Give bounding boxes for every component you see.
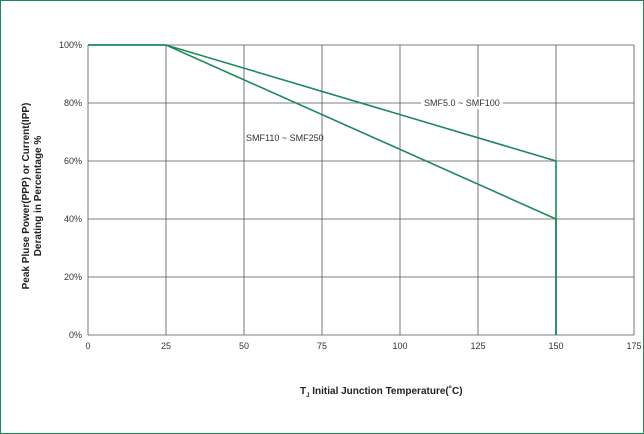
y-axis-title-line1: Peak Pluse Power(PPP) or Current(IPP)	[21, 103, 32, 290]
x-tick-label: 125	[470, 341, 485, 351]
series-lines	[88, 44, 557, 335]
y-tick-label: 0%	[69, 330, 82, 340]
x-axis-title: TJ Initial Junction Temperature(˚C)	[300, 385, 463, 399]
series-label-smf110-smf250: SMF110 ~ SMF250	[246, 133, 324, 143]
x-tick-label: 50	[239, 341, 249, 351]
x-tick-label: 100	[392, 341, 407, 351]
y-tick-label: 100%	[59, 40, 82, 50]
y-tick-labels: 0% 20% 40% 60% 80% 100%	[59, 40, 82, 340]
x-tick-label: 25	[161, 341, 171, 351]
x-tick-label: 175	[626, 341, 641, 351]
series-label-background	[421, 97, 503, 109]
y-tick-label: 80%	[64, 98, 82, 108]
y-axis-title-line2: Derating in Percentage %	[33, 136, 44, 257]
series-line-2	[88, 44, 557, 335]
y-axis-title: Peak Pluse Power(PPP) or Current(IPP) De…	[21, 103, 44, 290]
x-tick-label: 75	[317, 341, 327, 351]
y-tick-label: 40%	[64, 214, 82, 224]
y-tick-label: 60%	[64, 156, 82, 166]
grid-lines	[87, 44, 635, 336]
series-label-smf5-smf100: SMF5.0 ~ SMF100	[424, 98, 500, 108]
x-tick-label: 150	[548, 341, 563, 351]
x-tick-label: 0	[85, 341, 90, 351]
x-tick-labels: 0 25 50 75 100 125 150 175	[85, 341, 641, 351]
y-tick-label: 20%	[64, 272, 82, 282]
